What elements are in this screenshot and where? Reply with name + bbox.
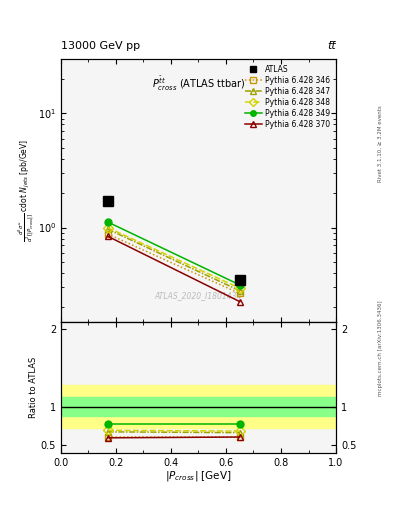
Text: 13000 GeV pp: 13000 GeV pp — [61, 41, 140, 51]
Y-axis label: $\frac{d^2\sigma^u}{d^2[|P_{cross}|]}$ cdot $N_{jets}$ [pb/GeV]: $\frac{d^2\sigma^u}{d^2[|P_{cross}|]}$ c… — [17, 139, 36, 242]
X-axis label: $|P_{cross}|$ [GeV]: $|P_{cross}|$ [GeV] — [165, 470, 232, 483]
Text: $P^{\bar{t}t}_{cross}$ (ATLAS ttbar): $P^{\bar{t}t}_{cross}$ (ATLAS ttbar) — [152, 75, 245, 93]
Bar — [61, 385, 336, 429]
Text: mcplots.cern.ch [arXiv:1306.3436]: mcplots.cern.ch [arXiv:1306.3436] — [378, 301, 383, 396]
Text: tt̅: tt̅ — [327, 41, 336, 51]
Bar — [61, 397, 336, 416]
Text: Rivet 3.1.10, ≥ 3.2M events: Rivet 3.1.10, ≥ 3.2M events — [378, 105, 383, 182]
Text: ATLAS_2020_I1801434: ATLAS_2020_I1801434 — [155, 291, 242, 300]
Legend: ATLAS, Pythia 6.428 346, Pythia 6.428 347, Pythia 6.428 348, Pythia 6.428 349, P: ATLAS, Pythia 6.428 346, Pythia 6.428 34… — [242, 62, 332, 131]
Y-axis label: Ratio to ATLAS: Ratio to ATLAS — [29, 357, 38, 418]
